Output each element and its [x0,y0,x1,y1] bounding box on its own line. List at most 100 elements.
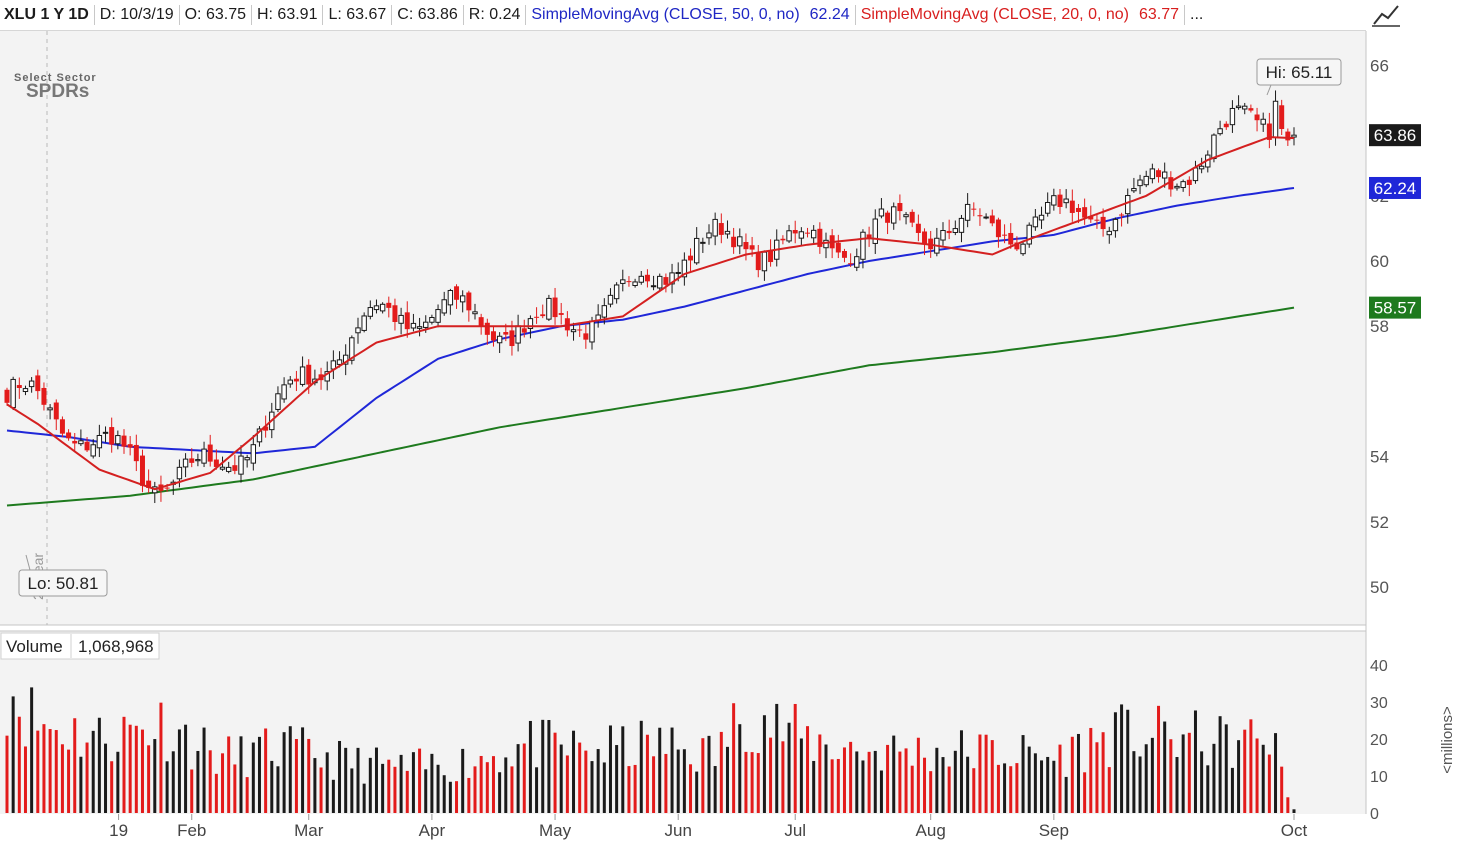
volume-tick-label: 20 [1370,732,1388,749]
volume-bar [257,736,261,813]
candle-body [964,203,971,221]
candle [47,404,53,420]
candle-body [472,311,478,315]
volume-bar [750,752,754,813]
candle-body [1112,218,1119,232]
volume-bar [923,757,927,813]
volume-bar [264,728,268,813]
candle [552,287,558,325]
candle-body [977,215,983,217]
hi-annotation-box [1256,58,1342,86]
volume-bar [1230,767,1234,813]
candle [1125,188,1131,224]
volume-bar [1249,719,1253,813]
candle-body [810,229,817,239]
volume-bar [97,717,101,813]
volume-bar [1101,732,1105,813]
volume-bar [1274,733,1278,813]
volume-bar [873,750,877,813]
volume-tick-label: 0 [1370,806,1379,823]
candle-body [1119,214,1125,216]
candle [885,210,891,235]
volume-bar [1187,732,1191,813]
more-studies-button[interactable]: ... [1190,6,1204,23]
volume-bar [898,751,902,813]
candle-body [349,337,355,361]
volume-bar [362,783,366,813]
volume-bar [1181,734,1185,813]
volume-bar [1021,735,1025,813]
candle [650,275,657,291]
candle-body [379,303,386,312]
candle-body [613,284,620,300]
sma200-badge: 58.57 [1374,299,1417,318]
candle [435,304,441,328]
candle [1198,157,1205,174]
candle-body [1156,170,1162,178]
volume-header: Volume 1,068,968 [0,632,160,660]
candle [983,213,989,220]
volume-bar [725,746,729,813]
sma200-line [6,306,1295,507]
volume-bar [430,753,434,813]
candle [638,271,644,285]
candle-body [219,466,226,470]
candle-body [805,232,811,234]
volume-bar [553,732,557,813]
candle [1254,107,1260,132]
candle [922,228,928,256]
volume-bar [17,716,21,813]
volume-bar [861,760,865,813]
candle [182,453,189,478]
candle-body [1069,200,1075,213]
lo-annotation-box [18,569,108,597]
candle [238,445,244,483]
volume-bar [1040,760,1044,813]
month-label: 19 [109,821,128,840]
candle [964,193,971,228]
candle-body [534,316,540,318]
candle [971,202,977,217]
volume-tick-label: 40 [1370,658,1388,675]
price-plot-area[interactable] [0,31,1366,625]
candle-body [490,331,496,341]
candle [743,233,749,261]
candle-body [854,256,860,268]
candle-body [225,466,232,472]
candle-body [16,385,22,388]
candle-body [435,309,441,323]
candle-body [176,466,183,480]
volume-bar [510,766,514,813]
volume-bar [411,752,415,813]
candle [379,302,386,314]
candle [232,454,238,475]
volume-bar [1218,716,1222,813]
sma20-study-label[interactable]: SimpleMovingAvg (CLOSE, 20, 0, no) [860,6,1129,23]
volume-bar [424,769,428,813]
candle [1156,168,1162,183]
candle-body [657,275,663,289]
candle-body [626,281,632,283]
candle-body [1285,131,1291,141]
volume-bar [393,766,397,813]
candle-body [454,286,460,300]
time-axis-area[interactable] [0,814,1366,845]
candle-body [1260,118,1266,125]
candle [349,335,355,365]
candle-body [66,432,72,439]
symbol-label[interactable]: XLU 1 Y 1D [0,5,95,25]
hi-lo-annotations: Hi: 65.11 Lo: 50.81 [18,58,1342,597]
volume-bar [565,755,569,813]
candle-body [946,230,952,234]
volume-bar [522,743,526,813]
candle-body [361,315,367,331]
candle-body [195,459,201,462]
drawing-tool-button[interactable] [1366,0,1458,30]
candle [946,219,952,240]
sma50-study-label[interactable]: SimpleMovingAvg (CLOSE, 50, 0, no) [531,6,800,23]
candle-body [1100,216,1106,230]
volume-bar [140,729,144,813]
candle-body [478,317,484,326]
candle [940,222,946,246]
